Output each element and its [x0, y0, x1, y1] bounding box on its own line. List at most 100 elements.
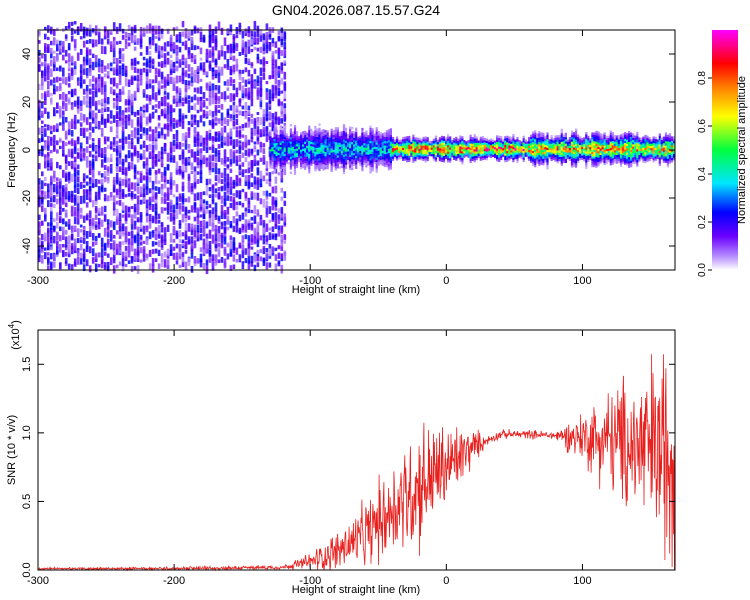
spectrogram-cell: [279, 155, 282, 158]
spectrogram-cell: [373, 150, 376, 154]
spectrogram-cell: [244, 57, 248, 65]
spectrogram-cell: [124, 251, 128, 258]
spectrogram-cell: [336, 135, 339, 139]
spectrogram-cell: [340, 163, 343, 166]
spectrogram-cell: [277, 116, 281, 124]
spectrogram-cell: [70, 225, 74, 233]
spectrogram-cell: [302, 137, 305, 141]
spectrogram-cell: [524, 150, 527, 153]
spectrogram-cell: [459, 146, 462, 149]
spectrogram-cell: [332, 132, 335, 135]
spectrogram-cell: [181, 205, 185, 212]
spectrogram-cell: [389, 128, 392, 131]
spectrogram-cell: [579, 151, 582, 154]
spectrogram-cell: [312, 140, 315, 143]
spectrogram-cell: [312, 148, 315, 151]
spectrogram-cell: [88, 49, 92, 55]
spectrogram-cell: [471, 150, 474, 153]
spectrogram-cell: [322, 153, 325, 156]
spectrogram-cell: [169, 238, 173, 243]
spectrogram-cell: [274, 117, 278, 125]
spectrogram-cell: [205, 139, 209, 146]
spectrogram-cell: [445, 141, 448, 144]
spectrogram-cell: [291, 138, 294, 141]
spectrogram-cell: [268, 89, 272, 98]
spectrogram-cell: [211, 258, 215, 267]
spectrogram-cell: [300, 134, 303, 137]
spectrogram-cell: [38, 200, 41, 208]
spectrogram-cell: [199, 37, 203, 43]
spectrogram-cell: [440, 148, 444, 152]
spectrogram-cell: [259, 235, 263, 241]
spectrogram-cell: [253, 154, 257, 159]
spectrogram-cell: [355, 134, 358, 137]
spectrogram-cell: [211, 144, 215, 148]
spectrogram-cell: [312, 155, 315, 158]
spectrogram-cell: [494, 155, 497, 159]
spectrogram-cell: [223, 226, 227, 233]
spectrogram-cell: [540, 162, 543, 165]
spectrogram-cell: [432, 141, 435, 144]
spectrogram-cell: [247, 255, 251, 264]
spectrogram-cell: [373, 153, 376, 156]
spectrogram-cell: [457, 155, 460, 159]
spectrogram-cell: [139, 224, 143, 229]
spectrogram-cell: [70, 130, 74, 137]
spectrogram-cell: [169, 233, 173, 240]
spectrogram-cell: [196, 224, 200, 233]
spectrogram-cell: [383, 153, 386, 157]
spectrogram-cell: [238, 135, 242, 140]
spectrogram-cell: [112, 48, 116, 57]
spectrogram-cell: [109, 30, 113, 34]
spectrogram-cell: [67, 171, 71, 181]
spectrogram-cell: [94, 155, 98, 162]
spectrogram-cell: [157, 213, 161, 220]
spectrogram-cell: [365, 139, 368, 142]
spectrogram-cell: [491, 139, 495, 142]
spectrogram-cell: [371, 134, 374, 137]
spectrogram-cell: [351, 131, 354, 134]
spectrogram-cell: [375, 131, 378, 134]
spectrogram-cell: [82, 248, 86, 258]
spectrogram-cell: [361, 143, 364, 146]
spectrogram-cell: [220, 235, 224, 244]
spectrogram-cell: [196, 162, 200, 169]
spectrogram-cell: [62, 230, 65, 240]
spectrogram-cell: [47, 258, 50, 265]
spectrogram-cell: [310, 148, 313, 151]
spectrogram-cell: [175, 130, 179, 135]
spectrogram-cell: [172, 134, 176, 140]
spectrogram-cell: [418, 150, 421, 154]
spectrogram-cell: [564, 152, 567, 155]
spectrogram-cell: [214, 193, 218, 198]
spectrogram-cell: [103, 136, 107, 145]
spectrogram-cell: [184, 57, 188, 67]
spectrogram-cell: [308, 164, 311, 167]
spectrogram-cell: [293, 131, 297, 134]
spectrogram-cell: [139, 68, 143, 75]
spectrogram-cell: [353, 133, 356, 136]
spectrogram-cell: [347, 138, 350, 141]
spectrogram-cell: [269, 133, 272, 137]
spectrogram-cell: [250, 246, 254, 250]
spectrogram-cell: [64, 198, 68, 203]
spectrogram-cell: [330, 141, 333, 144]
spectrogram-cell: [232, 79, 236, 83]
spectrogram-cell: [473, 142, 476, 145]
spectrogram-cell: [512, 136, 515, 139]
spectrogram-cell: [558, 139, 561, 142]
spectrogram-cell: [371, 160, 374, 163]
spectrogram-cell: [50, 59, 53, 67]
spectrogram-cell: [577, 138, 580, 142]
spectrogram-cell: [389, 154, 392, 157]
spectrogram-cell: [518, 146, 521, 149]
spectrogram-cell: [208, 129, 212, 133]
spectrogram-cell: [205, 186, 209, 196]
spectrogram-cell: [416, 144, 419, 147]
spectrogram-cell: [50, 40, 53, 46]
spectrogram-cell: [38, 221, 41, 228]
spectrogram-cell: [115, 243, 119, 250]
spectrogram-cell: [422, 139, 425, 142]
spectrogram-cell: [56, 181, 59, 188]
spectrogram-cell: [575, 145, 578, 149]
